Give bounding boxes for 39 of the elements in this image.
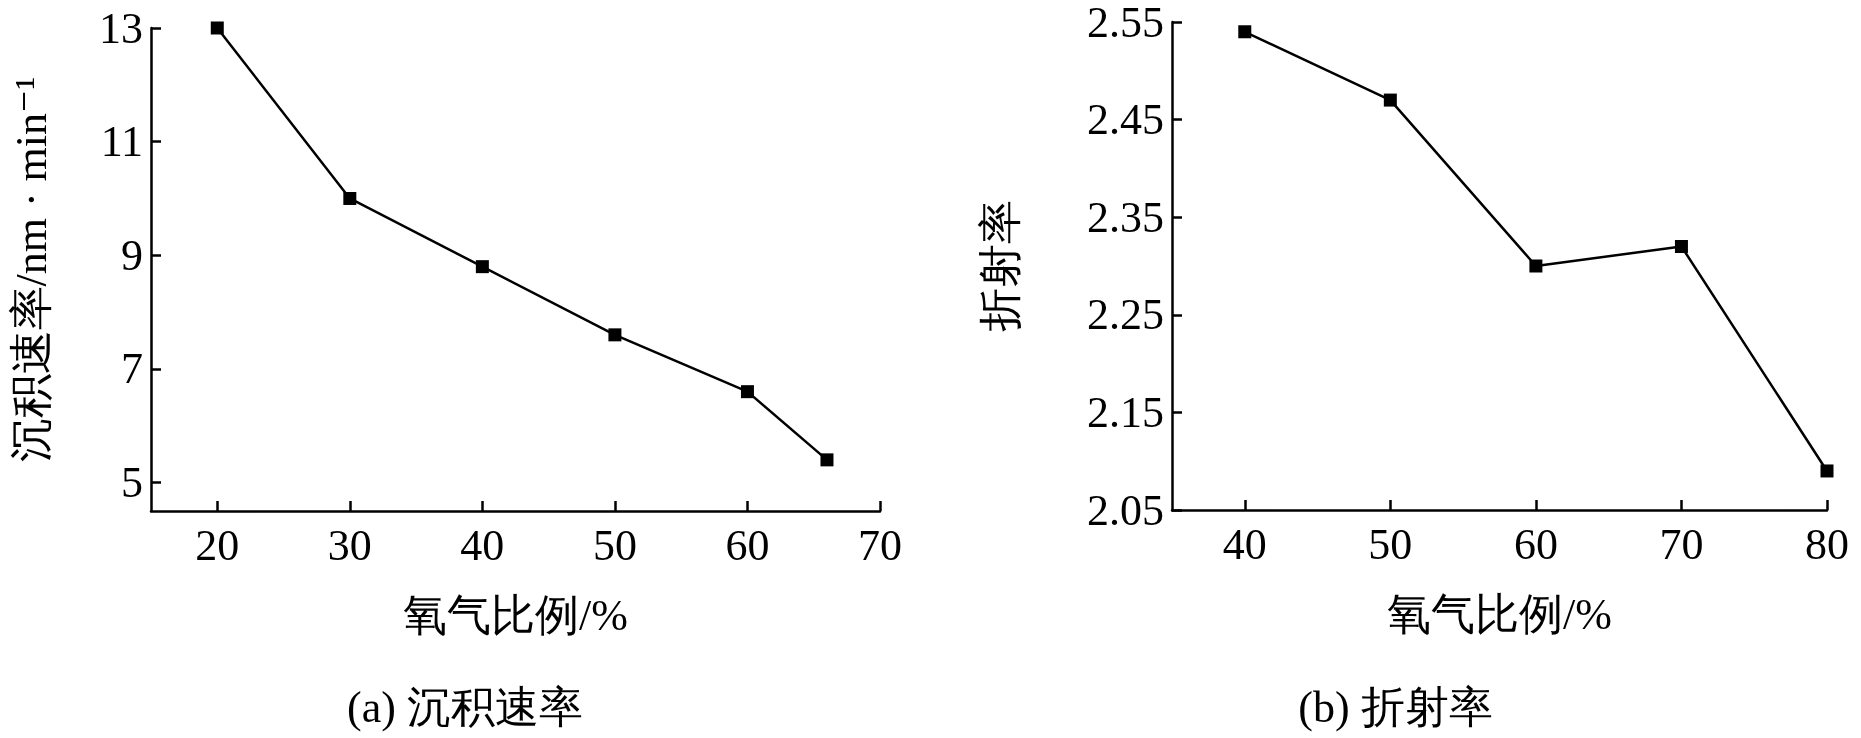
x-tick-label: 80: [1805, 519, 1849, 569]
point: [343, 191, 357, 205]
y-tick-label: 2.05: [1087, 485, 1164, 535]
text: (b) 折射率: [1298, 682, 1493, 732]
y-tick-label: 5: [121, 458, 143, 508]
point: [210, 21, 224, 35]
point: [475, 260, 489, 274]
point: [1238, 25, 1252, 39]
x-tick-label: 70: [1659, 519, 1704, 569]
y-tick-label: 11: [100, 117, 143, 167]
y-tick-label: 2.25: [1087, 290, 1164, 340]
y-tick-label: 9: [121, 230, 143, 280]
y-tick-label: 2.35: [1087, 192, 1164, 242]
x-tick-label: 60: [725, 520, 770, 570]
x-tick-label: 40: [460, 520, 505, 570]
x-tick-label: 50: [592, 520, 637, 570]
y-axis-title: 沉积速率/nm · min⁻¹: [6, 76, 56, 463]
point: [740, 385, 754, 399]
x-tick-label: 70: [858, 520, 902, 570]
point: [820, 453, 834, 467]
y-axis-title: 折射率: [975, 200, 1025, 332]
y-tick-label: 2.15: [1087, 387, 1164, 437]
point: [608, 328, 622, 342]
point: [1529, 259, 1543, 273]
y-tick-label: 7: [121, 344, 143, 394]
x-tick-label: 60: [1513, 519, 1558, 569]
x-axis-title: 氧气比例/%: [403, 590, 628, 640]
y-tick-label: 13: [99, 3, 143, 53]
point: [1383, 93, 1397, 107]
point: [1674, 239, 1688, 253]
y-tick-label: 2.45: [1087, 95, 1164, 145]
text: (a) 沉积速率: [347, 682, 583, 732]
point: [1820, 464, 1834, 478]
x-axis-title: 氧气比例/%: [1387, 589, 1612, 639]
x-tick-label: 30: [327, 520, 372, 570]
y-tick-label: 2.55: [1087, 0, 1164, 47]
x-tick-label: 50: [1368, 519, 1413, 569]
x-tick-label: 40: [1222, 519, 1267, 569]
x-tick-label: 20: [195, 520, 240, 570]
